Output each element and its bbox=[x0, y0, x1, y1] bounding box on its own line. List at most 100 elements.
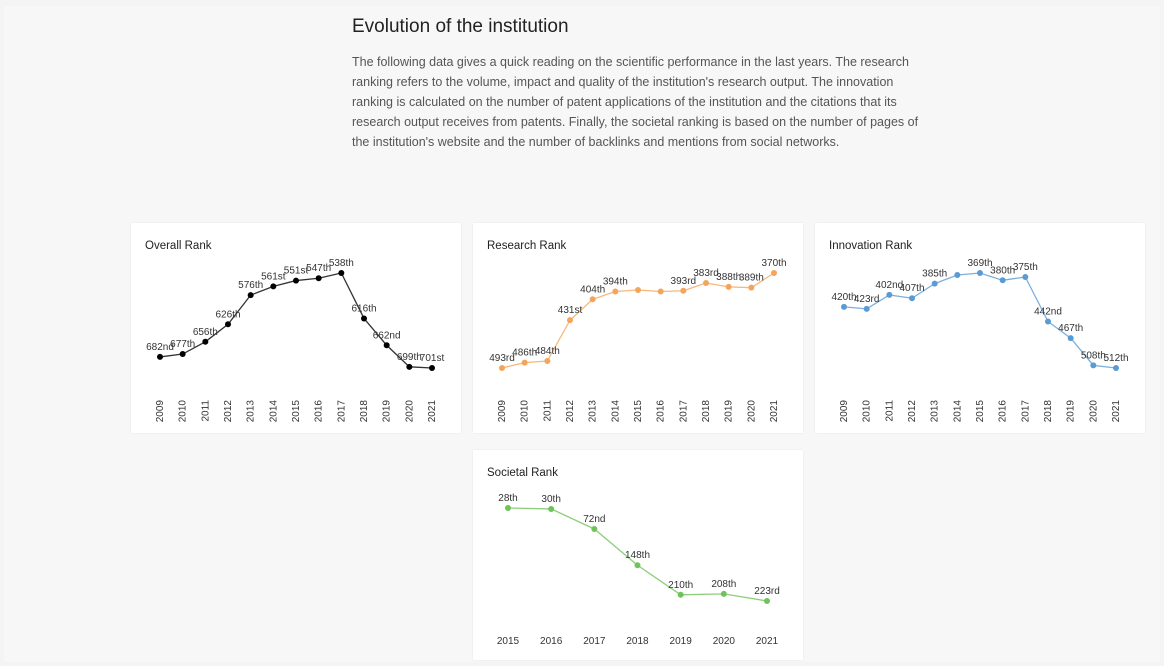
point bbox=[999, 277, 1006, 284]
point bbox=[567, 317, 573, 324]
x-tick-label: 2016 bbox=[540, 636, 563, 647]
data-label: 682nd bbox=[146, 342, 174, 353]
x-tick-label: 2017 bbox=[336, 400, 347, 423]
point bbox=[1113, 365, 1119, 371]
data-label: 512th bbox=[1103, 353, 1128, 364]
point bbox=[270, 283, 277, 290]
point bbox=[886, 291, 893, 298]
x-tick-label: 2019 bbox=[724, 400, 735, 423]
point bbox=[1090, 362, 1097, 369]
chart-title: Societal Rank bbox=[487, 467, 558, 479]
x-tick-label: 2020 bbox=[746, 400, 757, 423]
data-label: 30th bbox=[541, 494, 560, 505]
data-label: 380th bbox=[990, 265, 1015, 276]
data-label: 431st bbox=[558, 305, 583, 316]
data-label: 404th bbox=[580, 284, 605, 295]
point bbox=[548, 505, 555, 512]
point bbox=[338, 270, 345, 276]
data-label: 148th bbox=[625, 550, 650, 561]
chart-card: Research Rank 2009 2010 2011 2012 2013 2014 201… bbox=[473, 223, 803, 433]
chart: Societal Rank 2015 2016 2017 2018 2019 2020 202… bbox=[487, 467, 780, 647]
data-label: 656th bbox=[193, 327, 218, 338]
data-label: 677th bbox=[170, 339, 195, 350]
chart-title: Innovation Rank bbox=[829, 240, 912, 252]
point bbox=[954, 271, 961, 278]
point bbox=[521, 359, 528, 366]
x-tick-label: 2021 bbox=[1111, 400, 1122, 423]
point bbox=[657, 288, 664, 295]
data-label: 28th bbox=[498, 493, 517, 504]
data-label: 616th bbox=[351, 303, 376, 314]
x-tick-label: 2011 bbox=[200, 400, 211, 422]
data-label: 442nd bbox=[1034, 306, 1062, 317]
data-label: 420th bbox=[831, 292, 856, 303]
x-tick-label: 2010 bbox=[862, 400, 873, 423]
point bbox=[931, 280, 938, 287]
point bbox=[179, 351, 186, 358]
point bbox=[909, 295, 915, 302]
x-tick-label: 2019 bbox=[1066, 400, 1077, 423]
data-label: 393rd bbox=[671, 276, 697, 287]
x-tick-label: 2010 bbox=[178, 400, 189, 423]
x-tick-label: 2012 bbox=[223, 400, 234, 423]
data-label: 701st bbox=[420, 353, 445, 364]
data-label: 369th bbox=[967, 258, 992, 269]
x-tick-label: 2013 bbox=[588, 400, 599, 423]
data-label: 508th bbox=[1081, 350, 1106, 361]
data-label: 223rd bbox=[754, 586, 780, 597]
data-label: 486th bbox=[512, 348, 537, 359]
data-label: 484th bbox=[535, 346, 560, 357]
point bbox=[1022, 273, 1029, 280]
x-tick-label: 2021 bbox=[769, 400, 780, 423]
data-label: 375th bbox=[1013, 262, 1038, 273]
point bbox=[1067, 335, 1074, 342]
point bbox=[748, 284, 755, 291]
data-label: 561st bbox=[261, 271, 286, 282]
x-tick-label: 2011 bbox=[542, 400, 553, 422]
point bbox=[157, 353, 163, 360]
x-tick-label: 2019 bbox=[382, 400, 393, 423]
x-tick-label: 2021 bbox=[427, 400, 438, 423]
chart: Research Rank 2009 2010 2011 2012 2013 2014 201… bbox=[487, 240, 787, 423]
page: Evolution of the institution The followi… bbox=[4, 6, 1160, 662]
data-label: 394th bbox=[603, 277, 628, 288]
page-title: Evolution of the institution bbox=[352, 16, 569, 37]
chart-title: Overall Rank bbox=[145, 240, 212, 252]
point bbox=[505, 505, 511, 511]
x-tick-label: 2018 bbox=[701, 400, 712, 423]
data-label: 699th bbox=[397, 352, 422, 363]
point bbox=[677, 591, 684, 598]
data-label: 662nd bbox=[373, 330, 401, 341]
point bbox=[1045, 318, 1051, 325]
chart: Innovation Rank 2009 2010 2011 2012 2013 2014 2… bbox=[829, 240, 1129, 423]
data-label: 72nd bbox=[583, 514, 605, 525]
point bbox=[383, 342, 390, 349]
data-label: 467th bbox=[1058, 323, 1083, 334]
point bbox=[591, 525, 598, 532]
point bbox=[841, 303, 847, 310]
data-label: 538th bbox=[329, 258, 354, 269]
data-label: 402nd bbox=[875, 280, 903, 291]
point bbox=[293, 277, 299, 284]
x-tick-label: 2020 bbox=[404, 400, 415, 423]
data-label: 370th bbox=[761, 258, 786, 269]
x-tick-label: 2016 bbox=[314, 400, 325, 423]
x-tick-label: 2014 bbox=[268, 400, 279, 423]
point bbox=[225, 321, 231, 328]
x-tick-label: 2018 bbox=[626, 636, 649, 647]
x-tick-label: 2015 bbox=[975, 400, 986, 423]
x-tick-label: 2016 bbox=[656, 400, 667, 423]
data-label: 626th bbox=[215, 309, 240, 320]
chart-card: Overall Rank 2009 2010 2011 2012 2013 2014 2015… bbox=[131, 223, 461, 433]
chart-title: Research Rank bbox=[487, 240, 567, 252]
line bbox=[159, 272, 433, 369]
x-tick-label: 2015 bbox=[497, 636, 520, 647]
x-tick-label: 2014 bbox=[952, 400, 963, 423]
point bbox=[680, 287, 687, 294]
x-tick-label: 2011 bbox=[884, 400, 895, 422]
point bbox=[635, 286, 641, 293]
point bbox=[720, 590, 727, 597]
x-tick-label: 2019 bbox=[670, 636, 693, 647]
point bbox=[725, 283, 732, 290]
x-tick-label: 2010 bbox=[520, 400, 531, 423]
